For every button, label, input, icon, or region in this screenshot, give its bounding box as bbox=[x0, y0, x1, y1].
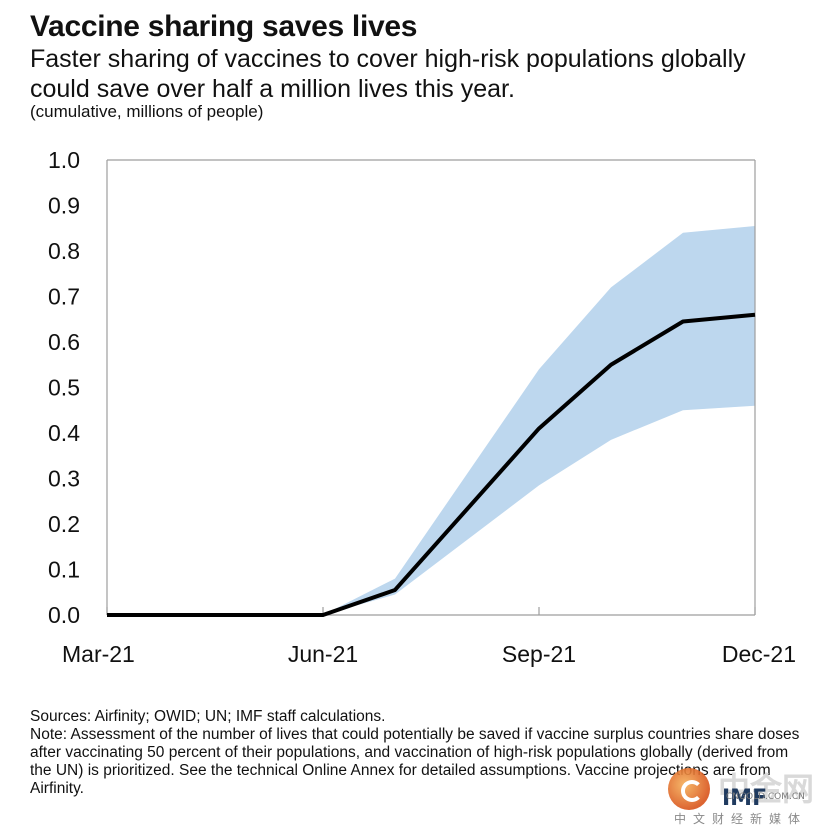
watermark-subtitle: 中文财经新媒体 bbox=[674, 812, 808, 826]
chart-title: Vaccine sharing saves lives bbox=[30, 10, 418, 43]
footnotes: Sources: Airfinity; OWID; UN; IMF staff … bbox=[30, 708, 800, 798]
chart-subtitle: Faster sharing of vaccines to cover high… bbox=[30, 45, 746, 103]
note-text: Note: Assessment of the number of lives … bbox=[30, 726, 800, 797]
watermark-imf: IMF bbox=[722, 786, 768, 811]
y-tick-label: 0.9 bbox=[48, 193, 80, 219]
y-tick-label: 0.1 bbox=[48, 557, 80, 583]
y-tick-label: 1.0 bbox=[48, 147, 80, 173]
y-tick-label: 0.7 bbox=[48, 284, 80, 310]
y-tick-label: 0.6 bbox=[48, 329, 80, 355]
watermark-brand: 中金网 bbox=[718, 770, 815, 808]
y-tick-label: 0.2 bbox=[48, 511, 80, 537]
x-tick-label: Sep-21 bbox=[502, 641, 576, 667]
watermark-domain: CNGOLD.COM.CN bbox=[726, 792, 805, 802]
central-estimate-line bbox=[107, 312, 756, 617]
uncertainty-band-layer bbox=[107, 225, 755, 615]
central-line-layer bbox=[107, 312, 756, 617]
watermark-logo-icon bbox=[668, 768, 710, 810]
sources-text: Sources: Airfinity; OWID; UN; IMF staff … bbox=[30, 708, 386, 725]
tick-label-layer: 0.0 0.1 0.2 0.3 0.4 0.5 0.6 0.7 0.8 0.9 1.0 Mar-21 J… bbox=[48, 147, 796, 667]
unit-note: (cumulative, millions of people) bbox=[30, 102, 264, 121]
watermark: 中金网 IMF CNGOLD.COM.CN 中文财经新媒体 bbox=[660, 760, 820, 832]
uncertainty-band bbox=[107, 225, 755, 615]
y-tick-label: 0.3 bbox=[48, 466, 80, 492]
x-tick-label: Dec-21 bbox=[722, 641, 796, 667]
y-tick-label: 0.5 bbox=[48, 375, 80, 401]
y-tick-label: 0.8 bbox=[48, 238, 80, 264]
y-tick-label: 0.4 bbox=[48, 420, 80, 446]
chart-plot: 0.0 0.1 0.2 0.3 0.4 0.5 0.6 0.7 0.8 0.9 1.0 Mar-21 J… bbox=[48, 147, 796, 667]
x-tick-label: Mar-21 bbox=[62, 641, 135, 667]
x-tick-label: Jun-21 bbox=[288, 641, 358, 667]
y-tick-label: 0.0 bbox=[48, 602, 80, 628]
